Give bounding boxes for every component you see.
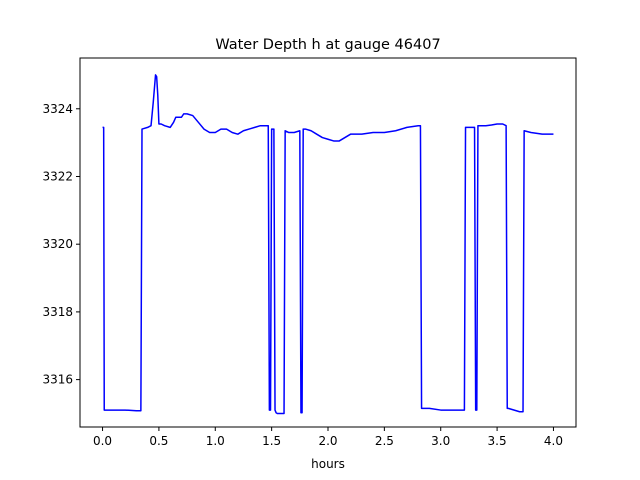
y-tick-label: 3318 <box>42 305 73 319</box>
x-tick-label: 4.0 <box>544 434 563 448</box>
x-tick-label: 2.0 <box>318 434 337 448</box>
x-tick-label: 3.5 <box>488 434 507 448</box>
x-tick-label: 0.0 <box>93 434 112 448</box>
x-tick-label: 3.0 <box>431 434 450 448</box>
x-axis-label: hours <box>311 457 345 471</box>
y-tick-label: 3322 <box>42 169 73 183</box>
plot-area <box>102 74 554 415</box>
x-tick-label: 1.0 <box>206 434 225 448</box>
x-tick-label: 0.5 <box>149 434 168 448</box>
x-tick-label: 2.5 <box>375 434 394 448</box>
y-tick-label: 3316 <box>42 373 73 387</box>
x-axis: 0.0 0.5 1.0 1.5 2.0 2.5 3.0 3.5 4.0 <box>93 427 563 448</box>
y-tick-label: 3324 <box>42 102 73 116</box>
y-tick-label: 3320 <box>42 237 73 251</box>
x-tick-label: 1.5 <box>262 434 281 448</box>
series-line-0 <box>102 74 554 415</box>
chart-title: Water Depth h at gauge 46407 <box>215 37 440 53</box>
y-axis: 3316 3318 3320 3322 3324 <box>42 102 80 387</box>
